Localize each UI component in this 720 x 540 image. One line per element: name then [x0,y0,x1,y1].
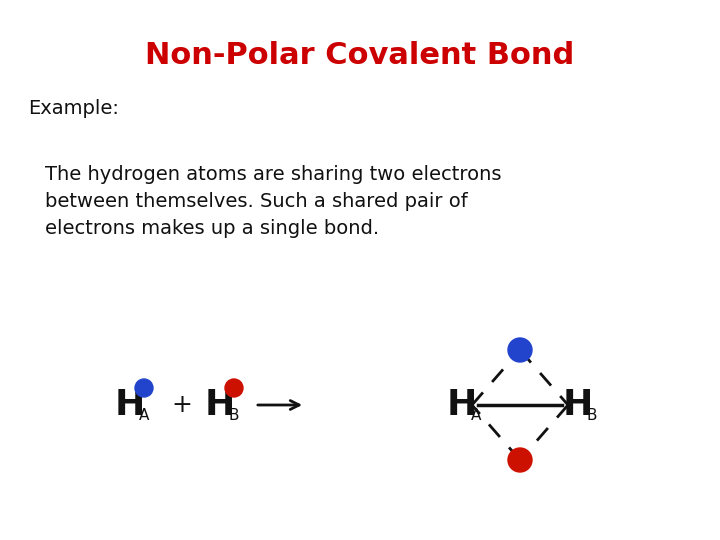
Text: A: A [471,408,481,422]
Text: Non-Polar Covalent Bond: Non-Polar Covalent Bond [145,40,575,70]
Text: The hydrogen atoms are sharing two electrons
between themselves. Such a shared p: The hydrogen atoms are sharing two elect… [45,165,502,239]
Text: +: + [171,393,192,417]
Text: B: B [587,408,598,422]
Text: A: A [139,408,149,422]
Text: H: H [447,388,477,422]
Circle shape [225,379,243,397]
Text: B: B [229,408,239,422]
Text: Example:: Example: [28,98,119,118]
Circle shape [135,379,153,397]
Circle shape [508,448,532,472]
Circle shape [508,338,532,362]
Text: H: H [563,388,593,422]
Text: H: H [204,388,235,422]
Text: H: H [114,388,145,422]
